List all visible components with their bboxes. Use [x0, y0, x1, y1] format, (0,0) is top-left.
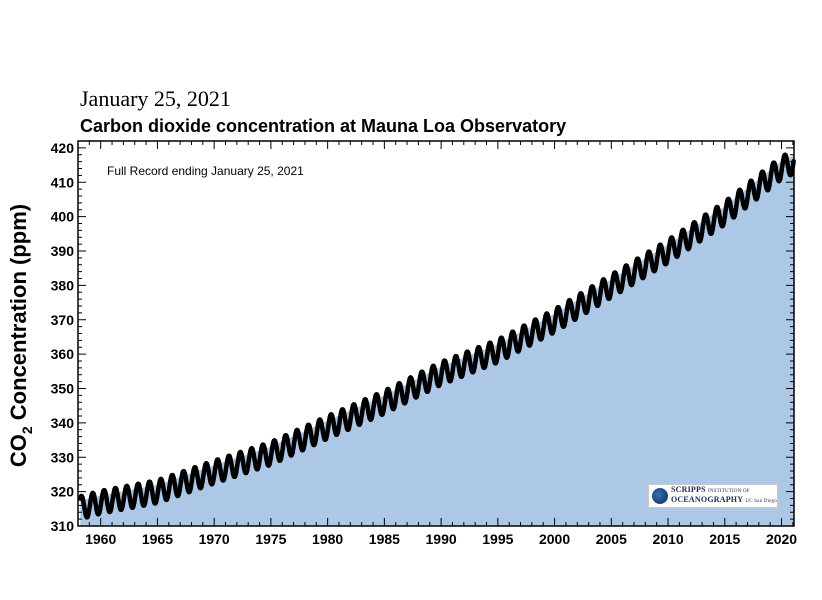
scripps-logo: SCRIPPS INSTITUTION OF OCEANOGRAPHY UC S… — [648, 484, 778, 508]
y-tick-label: 340 — [51, 415, 75, 431]
y-tick-label: 350 — [51, 381, 75, 397]
logo-line2-small: UC San Diego — [745, 499, 777, 504]
x-tick-label: 2005 — [596, 531, 627, 547]
y-tick-label: 360 — [51, 346, 75, 362]
y-axis-label: CO2 Concentration (ppm) — [6, 204, 35, 467]
y-axis-title: CO2 Concentration (ppm) — [6, 204, 35, 467]
x-tick-label: 1985 — [369, 531, 400, 547]
scripps-logo-text: SCRIPPS INSTITUTION OF OCEANOGRAPHY UC S… — [671, 486, 777, 506]
x-tick-label: 2015 — [709, 531, 740, 547]
logo-line2: OCEANOGRAPHY — [671, 495, 744, 504]
x-tick-label: 1960 — [85, 531, 116, 547]
y-tick-label: 390 — [51, 243, 75, 259]
y-tick-label: 400 — [51, 209, 75, 225]
x-tick-label: 2000 — [539, 531, 570, 547]
x-tick-label: 1965 — [142, 531, 173, 547]
x-tick-label: 1995 — [482, 531, 513, 547]
x-tick-label: 1990 — [426, 531, 457, 547]
area-fill — [80, 155, 794, 526]
logo-line1-small: INSTITUTION OF — [707, 489, 750, 494]
chart-date: January 25, 2021 — [80, 86, 231, 111]
y-tick-label: 370 — [51, 312, 75, 328]
x-tick-label: 2010 — [652, 531, 683, 547]
scripps-seal-icon — [652, 488, 668, 504]
y-tick-label: 330 — [51, 449, 75, 465]
x-tick-label: 1970 — [199, 531, 230, 547]
plot-area: 1960 1965 1970 1975 1980 1985 1990 1995 2000 2005… — [51, 140, 798, 547]
x-tick-label: 2020 — [766, 531, 797, 547]
logo-line1: SCRIPPS — [671, 485, 706, 494]
chart-annotation: Full Record ending January 25, 2021 — [107, 164, 304, 178]
y-tick-label: 420 — [51, 140, 75, 156]
x-tick-label: 1980 — [312, 531, 343, 547]
data-points — [78, 152, 796, 520]
x-tick-label: 1975 — [255, 531, 286, 547]
y-tick-label: 310 — [51, 518, 75, 534]
y-tick-label: 380 — [51, 277, 75, 293]
y-tick-label: 320 — [51, 484, 75, 500]
chart-title: Carbon dioxide concentration at Mauna Lo… — [80, 116, 567, 136]
annotation-group: Full Record ending January 25, 2021 — [107, 164, 304, 178]
y-tick-label: 410 — [51, 174, 75, 190]
